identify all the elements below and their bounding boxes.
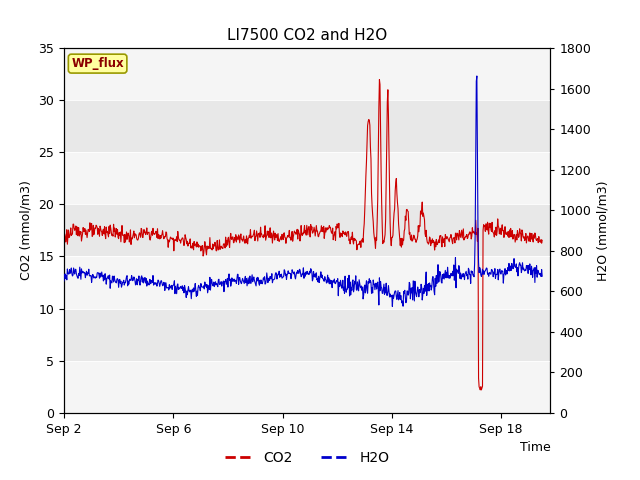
Bar (64, 360, 550, 413)
Title: LI7500 CO2 and H2O: LI7500 CO2 and H2O (227, 28, 387, 43)
Bar (64, 256, 550, 309)
Text: WP_flux: WP_flux (71, 57, 124, 70)
X-axis label: Time: Time (520, 441, 550, 454)
Y-axis label: CO2 (mmol/m3): CO2 (mmol/m3) (20, 180, 33, 280)
Bar (64, 48, 550, 100)
Legend: CO2, H2O: CO2, H2O (219, 445, 396, 471)
Y-axis label: H2O (mmol/m3): H2O (mmol/m3) (597, 180, 610, 281)
Bar (64, 152, 550, 204)
